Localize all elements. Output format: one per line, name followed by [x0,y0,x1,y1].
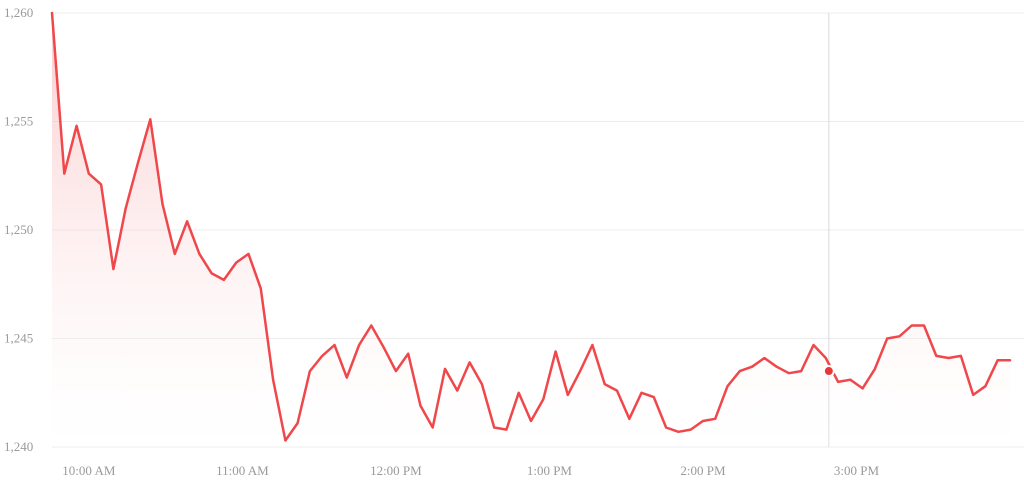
y-axis-ticks: 1,240 1,245 1,250 1,255 1,260 [4,5,33,454]
series-area-fill [52,13,1010,447]
y-tick-label: 1,245 [4,331,33,346]
series-line [50,11,1012,442]
x-tick-label: 10:00 AM [62,463,116,478]
x-axis-ticks: 10:00 AM 11:00 AM 12:00 PM 1:00 PM 2:00 PM 3:… [62,463,879,478]
x-tick-label: 2:00 PM [680,463,726,478]
y-tick-label: 1,260 [4,5,33,20]
hover-marker[interactable] [822,365,835,378]
y-tick-label: 1,250 [4,222,33,237]
x-tick-label: 1:00 PM [527,463,573,478]
series-line-group [50,11,1012,442]
y-tick-label: 1,255 [4,114,33,129]
x-tick-label: 3:00 PM [834,463,880,478]
y-tick-label: 1,240 [4,439,33,454]
hover-marker-group [822,365,835,378]
series-area [52,13,1010,447]
x-tick-label: 12:00 PM [370,463,422,478]
x-tick-label: 11:00 AM [216,463,269,478]
